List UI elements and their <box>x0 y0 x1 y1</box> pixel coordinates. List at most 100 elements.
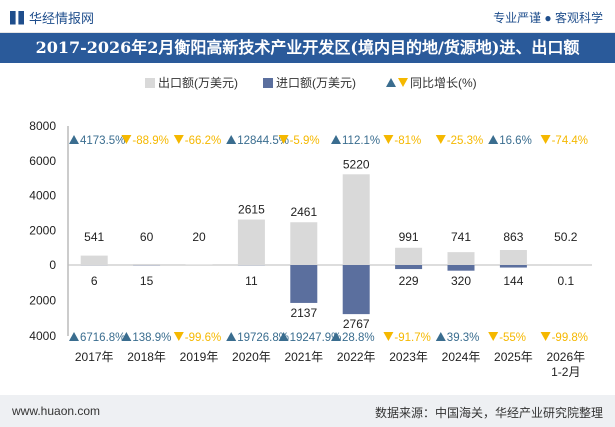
legend-up-icon <box>386 78 396 87</box>
export-growth-down-icon <box>540 135 551 144</box>
import-growth-label: 19726.8% <box>237 332 289 344</box>
export-growth-label: 16.6% <box>499 135 532 147</box>
legend-down-icon <box>398 78 408 87</box>
export-growth-up-icon <box>226 135 237 144</box>
x-tick-label: 2023年 <box>389 350 428 364</box>
import-growth-up-icon <box>226 332 237 341</box>
export-growth-label: 12844.5% <box>237 135 289 147</box>
export-growth-label: -74.4% <box>552 135 588 147</box>
legend-import-swatch <box>263 78 273 88</box>
export-bar <box>499 250 527 265</box>
x-tick-label: 2022年 <box>337 350 376 364</box>
export-value-label: 741 <box>451 230 471 244</box>
export-value-label: 50.2 <box>554 230 578 244</box>
y-tick-label: 2000 <box>29 294 56 308</box>
x-tick-label: 2026年 <box>546 350 585 364</box>
export-bar <box>80 255 108 265</box>
import-growth-label: 28.8% <box>342 332 375 344</box>
import-value-label: 144 <box>503 274 523 288</box>
export-value-label: 2615 <box>238 203 265 217</box>
x-tick-label: 2020年 <box>232 350 271 364</box>
export-bar <box>237 219 265 265</box>
import-growth-label: -99.8% <box>552 332 588 344</box>
export-growth-down-icon <box>121 135 132 144</box>
import-bar <box>290 265 318 303</box>
legend-export-swatch <box>145 78 155 88</box>
import-growth-up-icon <box>69 332 79 341</box>
import-bar <box>395 265 423 270</box>
import-value-label: 11 <box>245 274 258 288</box>
import-growth-label: -55% <box>499 332 526 344</box>
export-value-label: 20 <box>192 230 206 244</box>
import-growth-label: -91.7% <box>394 332 430 344</box>
import-value-label: 2767 <box>343 317 370 331</box>
import-bar <box>499 265 527 268</box>
x-tick-label: 2017年 <box>75 350 114 364</box>
y-tick-label: 8000 <box>29 119 56 133</box>
import-value-label: 229 <box>399 274 419 288</box>
export-value-label: 541 <box>84 230 104 244</box>
import-growth-up-icon <box>278 332 289 341</box>
export-value-label: 5220 <box>343 157 370 171</box>
y-tick-label: 2000 <box>29 223 56 237</box>
data-source: 数据来源：中国海关，华经产业研究院整理 <box>374 406 603 420</box>
import-growth-label: -99.6% <box>185 332 221 344</box>
import-growth-label: 19247.9% <box>290 332 342 344</box>
export-growth-down-icon <box>383 135 394 144</box>
export-growth-label: -66.2% <box>185 135 221 147</box>
export-growth-down-icon <box>435 135 446 144</box>
export-growth-down-icon <box>278 135 289 144</box>
x-tick-label: 2025年 <box>494 350 533 364</box>
export-value-label: 863 <box>503 230 523 244</box>
export-bar <box>290 222 318 265</box>
export-growth-label: 4173.5% <box>80 135 125 147</box>
import-bar <box>342 265 370 315</box>
export-growth-up-icon <box>331 135 341 144</box>
import-value-label: 15 <box>140 274 154 288</box>
import-growth-down-icon <box>173 332 184 341</box>
import-growth-down-icon <box>488 332 499 341</box>
import-value-label: 0.1 <box>557 274 574 288</box>
import-growth-down-icon <box>383 332 394 341</box>
export-growth-label: -81% <box>394 135 421 147</box>
y-tick-label: 6000 <box>29 154 56 168</box>
export-bar <box>133 263 161 265</box>
export-bar <box>447 252 475 265</box>
export-value-label: 991 <box>399 230 419 244</box>
y-tick-label: 0 <box>49 258 56 272</box>
logo-text: 华经情报网 <box>29 11 95 26</box>
export-growth-down-icon <box>173 135 184 144</box>
export-growth-up-icon <box>488 135 499 144</box>
x-tick-label: 2024年 <box>442 350 481 364</box>
import-value-label: 2137 <box>290 306 317 320</box>
import-bar <box>447 265 475 271</box>
legend-growth-label: 同比增长(%) <box>410 76 477 90</box>
x-tick-label: 2019年 <box>180 350 219 364</box>
export-value-label: 60 <box>140 230 154 244</box>
y-tick-label: 4000 <box>29 189 56 203</box>
footer: www.huaon.com 数据来源：中国海关，华经产业研究院整理 <box>0 395 615 427</box>
import-growth-up-icon <box>435 332 446 341</box>
import-growth-up-icon <box>121 332 132 341</box>
import-growth-label: 39.3% <box>447 332 480 344</box>
import-growth-label: 138.9% <box>132 332 171 344</box>
website: www.huaon.com <box>12 404 101 418</box>
export-value-label: 2461 <box>290 205 317 219</box>
import-value-label: 6 <box>91 274 98 288</box>
top-bar: 华经情报网 专业严谨 ● 客观科学 <box>0 0 615 33</box>
legend-export-label: 出口额(万美元) <box>158 76 238 90</box>
export-growth-label: -25.3% <box>447 135 483 147</box>
legend-import-label: 进口额(万美元) <box>276 76 356 90</box>
x-tick-label: 2021年 <box>284 350 323 364</box>
import-growth-down-icon <box>540 332 551 341</box>
logo: 华经情报网 <box>10 8 94 27</box>
chart: 出口额(万美元) 进口额(万美元) 同比增长(%) 8000 6000 4000 2000 0… <box>29 76 592 379</box>
export-growth-up-icon <box>69 135 79 144</box>
export-growth-label: 112.1% <box>342 135 380 147</box>
import-value-label: 320 <box>451 274 471 288</box>
import-growth-up-icon <box>331 332 341 341</box>
export-bar <box>552 264 580 265</box>
x-tick-label: 2018年 <box>127 350 166 364</box>
logo-icon <box>10 10 24 25</box>
y-tick-label: 4000 <box>29 329 56 343</box>
